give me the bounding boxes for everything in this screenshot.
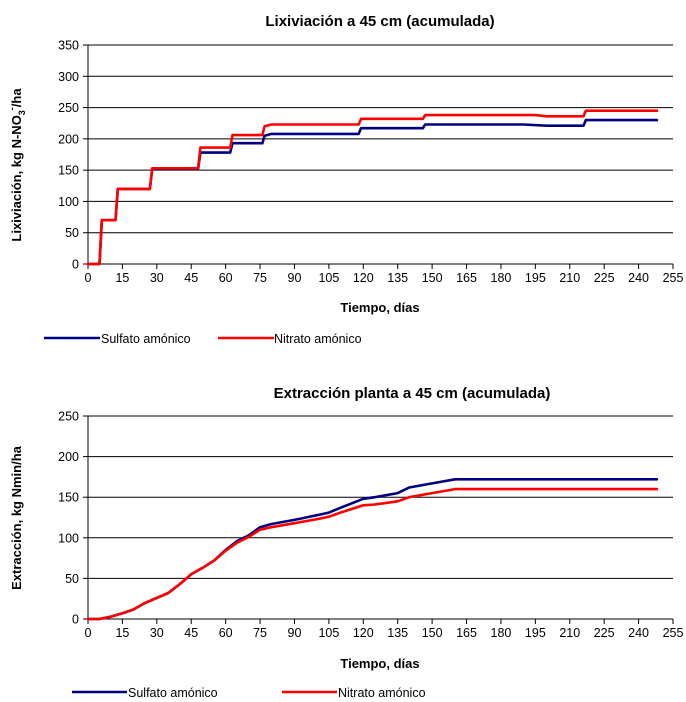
chart2-y-tick-label: 100: [58, 531, 79, 545]
chart2-legend: Sulfato amónico Nitrato amónico: [72, 686, 426, 700]
chart2-legend-nitrato-label: Nitrato amónico: [338, 686, 426, 700]
chart1-series-line-sulfato: [86, 118, 659, 266]
chart1-x-axis-title: Tiempo, días: [340, 300, 419, 315]
chart2-x-tick-label: 75: [253, 626, 267, 640]
chart2-y-tick-label: 200: [58, 450, 79, 464]
chart2-x-tick-label: 135: [387, 626, 408, 640]
chart2-legend-sulfato-label: Sulfato amónico: [128, 686, 218, 700]
chart2-x-tick-label: 195: [525, 626, 546, 640]
chart1-x-tick-label: 240: [628, 271, 649, 285]
chart2-x-tick-label: 255: [663, 626, 684, 640]
chart2-y-tick-label: 250: [58, 410, 79, 424]
chart1-x-tick-label: 45: [184, 271, 198, 285]
chart1-x-tick-label: 15: [115, 271, 129, 285]
chart1-x-tick-label: 135: [387, 271, 408, 285]
chart1-x-tick-label: 105: [318, 271, 339, 285]
chart1-x-tick-label: 210: [559, 271, 580, 285]
chart2-x-tick-label: 180: [491, 626, 512, 640]
chart2-title: Extracción planta a 45 cm (acumulada): [274, 385, 551, 402]
chart2-x-tick-label: 90: [288, 626, 302, 640]
chart1-x-tick-label: 120: [353, 271, 374, 285]
chart1-y-tick-label: 200: [58, 132, 79, 146]
chart1-x-tick-label: 90: [288, 271, 302, 285]
chart1-x-tick-label: 180: [491, 271, 512, 285]
chart2-x-tick-label: 105: [318, 626, 339, 640]
chart1-legend: Sulfato amónico Nitrato amónico: [44, 332, 362, 346]
chart2-series-line-nitrato: [86, 487, 659, 621]
chart1-x-tick-label: 75: [253, 271, 267, 285]
chart2-x-tick-label: 45: [184, 626, 198, 640]
chart1-x-tick-label: 150: [422, 271, 443, 285]
chart1-x-tick-label: 165: [456, 271, 477, 285]
chart2-x-tick-label: 210: [559, 626, 580, 640]
chart2-x-tick-label: 150: [422, 626, 443, 640]
chart1-y-tick-label: 150: [58, 164, 79, 178]
chart1-x-tick-label: 30: [150, 271, 164, 285]
chart1-y-axis-title: Lixiviación, kg N-NO3-/ha: [7, 88, 27, 242]
chart1-x-tick-label: 195: [525, 271, 546, 285]
chart1-y-tick-label: 0: [72, 258, 79, 272]
chart2-y-tick-label: 50: [65, 572, 79, 586]
chart2-plot-area: 0 50 100 150 200 250 0 15 30 45 60 75 90 105 120 135 150…: [58, 410, 683, 641]
chart1-y-tick-label: 50: [65, 226, 79, 240]
chart2-series-line-sulfato: [86, 477, 659, 621]
chart1-y-tick-label: 300: [58, 70, 79, 84]
chart2-x-tick-label: 225: [594, 626, 615, 640]
chart1-x-tick-label: 0: [85, 271, 92, 285]
chart1-plot-area: 0 50 100 150 200 250 300 350 0 15 30 45 60 75 90 105 120…: [58, 39, 683, 286]
chart2-y-tick-label: 150: [58, 491, 79, 505]
chart2-x-tick-label: 60: [219, 626, 233, 640]
chart1-series-line-nitrato: [86, 109, 659, 266]
chart1-legend-sulfato-label: Sulfato amónico: [101, 332, 191, 346]
chart1-x-tick-label: 60: [219, 271, 233, 285]
chart1-y-tick-label: 350: [58, 39, 79, 53]
chart2-y-tick-label: 0: [72, 613, 79, 627]
chart1-title: Lixiviación a 45 cm (acumulada): [265, 13, 494, 30]
chart2-x-tick-label: 120: [353, 626, 374, 640]
chart2-x-tick-label: 165: [456, 626, 477, 640]
chart2-y-axis-title: Extracción, kg Nmin/ha: [9, 445, 24, 590]
chart2-x-tick-label: 15: [115, 626, 129, 640]
chart1-legend-nitrato-label: Nitrato amónico: [274, 332, 362, 346]
chart1-x-tick-label: 255: [663, 271, 684, 285]
chart2-x-axis-title: Tiempo, días: [340, 656, 419, 671]
chart2-x-tick-label: 0: [85, 626, 92, 640]
chart1-y-tick-label: 100: [58, 195, 79, 209]
chart2-x-tick-label: 240: [628, 626, 649, 640]
chart1-y-tick-label: 250: [58, 101, 79, 115]
chart1-x-tick-label: 225: [594, 271, 615, 285]
chart2-x-tick-label: 30: [150, 626, 164, 640]
